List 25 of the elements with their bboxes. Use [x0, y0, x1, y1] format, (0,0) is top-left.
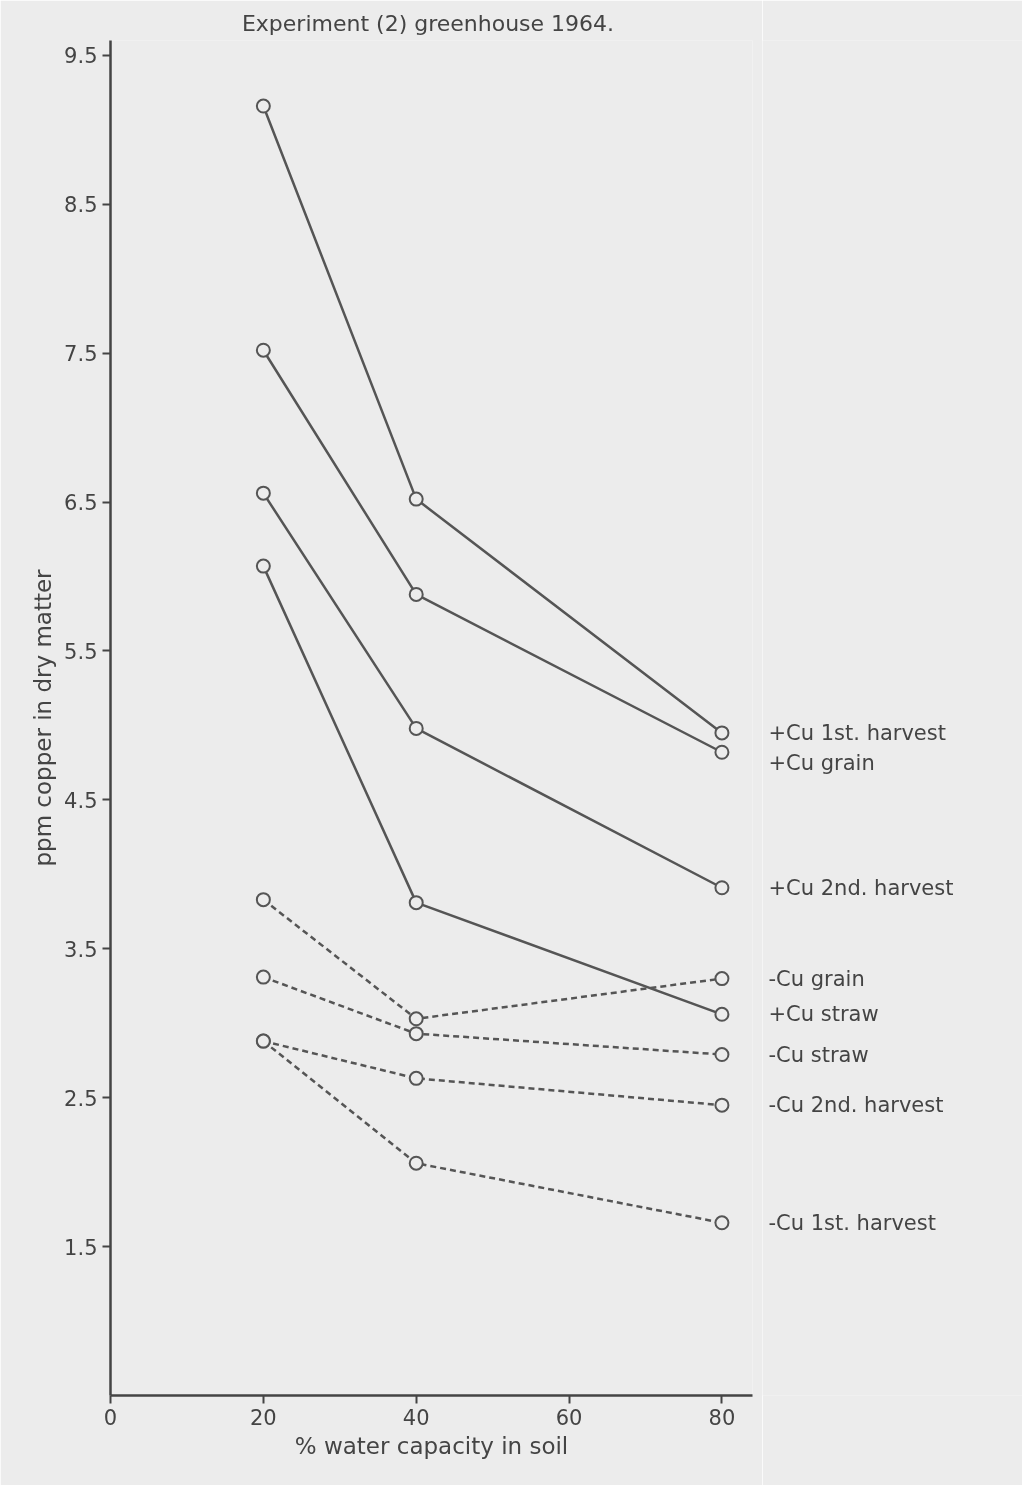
series-label: +Cu 2nd. harvest	[768, 875, 954, 900]
series-label: +Cu grain	[768, 750, 875, 775]
x-tick-label: 60	[555, 1405, 583, 1430]
x-tick-label: 20	[250, 1405, 277, 1430]
y-tick-label: 7.5	[64, 342, 98, 367]
series-label: -Cu 2nd. harvest	[768, 1093, 944, 1118]
series-label: -Cu 1st. harvest	[768, 1210, 936, 1235]
y-tick-label: 4.5	[64, 788, 98, 813]
y-tick-label: 5.5	[64, 639, 98, 664]
x-tick-label: 40	[402, 1405, 430, 1430]
series-label: +Cu 1st. harvest	[768, 720, 946, 745]
y-tick-label: 8.5	[64, 193, 98, 218]
series-label: +Cu straw	[768, 1002, 879, 1027]
series-label: -Cu grain	[768, 966, 865, 991]
x-tick-label: 0	[103, 1405, 118, 1430]
y-tick-label: 1.5	[64, 1235, 98, 1260]
series-label: -Cu straw	[768, 1042, 869, 1067]
y-tick-label: 2.5	[64, 1086, 98, 1111]
y-tick-label: 6.5	[64, 491, 98, 516]
x-tick-label: 80	[708, 1405, 736, 1430]
y-tick-label: 9.5	[64, 44, 98, 69]
y-tick-label: 3.5	[64, 937, 98, 962]
chart-title: Experiment (2) greenhouse 1964.	[241, 10, 615, 36]
y-axis-title: ppm copper in dry matter	[30, 568, 57, 867]
x-axis-title: % water capacity in soil	[294, 1432, 569, 1459]
